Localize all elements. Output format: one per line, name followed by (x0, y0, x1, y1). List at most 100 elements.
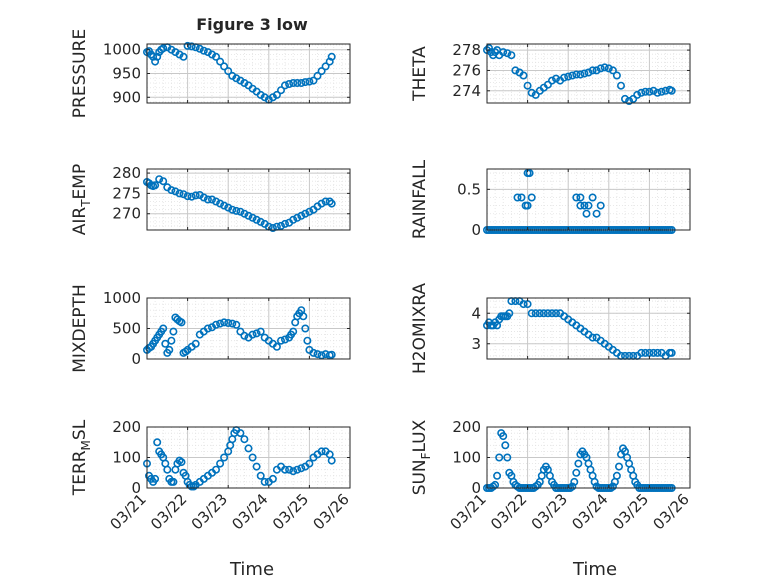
sun-flux-y-tick-label: 200 (452, 418, 481, 436)
pressure-data-point (220, 62, 229, 71)
theta-data-point (612, 71, 621, 80)
rainfall-data-point (517, 193, 526, 202)
mixdepth-data-point (299, 312, 308, 321)
terr-msl-data-point (305, 459, 314, 468)
mixdepth-data-point (216, 319, 225, 328)
terr-msl-data-point (212, 465, 221, 474)
terr-msl-data-point (256, 471, 265, 480)
terr-msl-data-point (151, 474, 160, 483)
pressure-data-point (309, 76, 318, 85)
rainfall-data-point (582, 209, 591, 218)
theta-data-point (499, 48, 508, 57)
h2omixra-data-point (535, 309, 544, 318)
rainfall-data-point (523, 201, 532, 210)
mixdepth-data-point (232, 320, 241, 329)
h2omixra-data-point (543, 309, 552, 318)
h2omixra-data-point (505, 309, 514, 318)
theta-data-point (547, 76, 556, 85)
theta-series (483, 44, 676, 106)
pressure-data-point (297, 79, 306, 88)
theta-data-point (584, 68, 593, 77)
h2omixra-data-point (519, 300, 528, 309)
pressure-data-point (285, 80, 294, 89)
terr-msl-data-point (216, 459, 225, 468)
theta-data-point (629, 94, 638, 103)
theta-data-point (620, 94, 629, 103)
theta-data-point (576, 70, 585, 79)
h2omixra-data-point (653, 348, 662, 357)
rainfall-data-point (572, 193, 581, 202)
air-temp-data-point (325, 197, 334, 206)
air-temp-data-point (228, 205, 237, 214)
x-axis-label-right: Time (572, 559, 617, 580)
air-temp-data-point (256, 217, 265, 226)
pressure-data-point (216, 57, 225, 66)
mixdepth-data-point (224, 318, 233, 327)
theta-data-point (551, 74, 560, 83)
h2omixra-data-point (637, 348, 646, 357)
air-temp-data-point (171, 187, 180, 196)
pressure-data-point (327, 52, 336, 61)
air-temp-data-point (167, 186, 176, 195)
terr-msl-data-point (248, 453, 257, 462)
mixdepth-data-point (248, 330, 257, 339)
pressure-data-point (293, 79, 302, 88)
mixdepth-data-point (309, 348, 318, 357)
air-temp-data-point (203, 195, 212, 204)
terr-msl-data-point (240, 435, 249, 444)
pressure-y-axis-label: PRESSURE (70, 29, 90, 118)
theta-data-point (531, 90, 540, 99)
theta-data-point (641, 87, 650, 96)
air-temp-data-point (191, 191, 200, 200)
theta-data-point (600, 63, 609, 72)
mixdepth-data-point (212, 320, 221, 329)
mixdepth-data-point (276, 336, 285, 345)
pressure-data-point (195, 44, 204, 53)
pressure-data-point (212, 52, 221, 61)
air-temp-data-point (183, 192, 192, 201)
terr-msl-data-point (260, 477, 269, 486)
terr-msl-y-tick-label: 0 (131, 479, 141, 497)
pressure-data-point (280, 81, 289, 90)
sun-flux-y-tick-label: 0 (471, 479, 481, 497)
pressure-data-point (317, 67, 326, 76)
air-temp-data-point (268, 224, 277, 233)
rainfall-data-point (584, 201, 593, 210)
rainfall-data-point (592, 209, 601, 218)
terr-msl-data-point (285, 465, 294, 474)
h2omixra-plot-area (487, 298, 690, 359)
pressure-y-tick-label: 1000 (103, 41, 141, 59)
terr-msl-data-point (169, 477, 178, 486)
terr-msl-data-point (236, 429, 245, 438)
mixdepth-data-point (252, 329, 261, 338)
pressure-data-point (187, 42, 196, 51)
mixdepth-data-point (191, 339, 200, 348)
sun-flux-data-point (608, 482, 617, 491)
sun-flux-data-point (568, 482, 577, 491)
terr-msl-data-point (327, 456, 336, 465)
mixdepth-y-tick-label: 1000 (103, 289, 141, 307)
sun-flux-data-point (572, 468, 581, 477)
terr-msl-data-point (252, 462, 261, 471)
h2omixra-data-point (527, 309, 536, 318)
subplot-air-temp: 270 275 280 AIRTEMP (70, 164, 351, 235)
terr-msl-data-point (153, 438, 162, 447)
sun-flux-data-point (499, 432, 508, 441)
theta-y-tick-label: 276 (452, 61, 481, 79)
mixdepth-data-point (167, 336, 176, 345)
pressure-data-point (153, 52, 162, 61)
sun-flux-y-axis-label: SUNFLUX (410, 419, 433, 495)
mixdepth-data-point (327, 350, 336, 359)
terr-msl-y-tick-label: 100 (112, 449, 141, 467)
h2omixra-y-axis-label: H2OMIXRA (410, 283, 430, 374)
theta-data-point (484, 44, 493, 53)
terr-msl-data-point (293, 465, 302, 474)
rainfall-data-point (525, 169, 534, 178)
mixdepth-y-tick-label: 0 (131, 350, 141, 368)
pressure-data-point (199, 46, 208, 55)
terr-msl-data-point (244, 444, 253, 453)
terr-msl-data-point (297, 464, 306, 473)
h2omixra-y-tick-label: 4 (471, 304, 481, 322)
air-temp-data-point (276, 221, 285, 230)
theta-data-point (596, 64, 605, 73)
